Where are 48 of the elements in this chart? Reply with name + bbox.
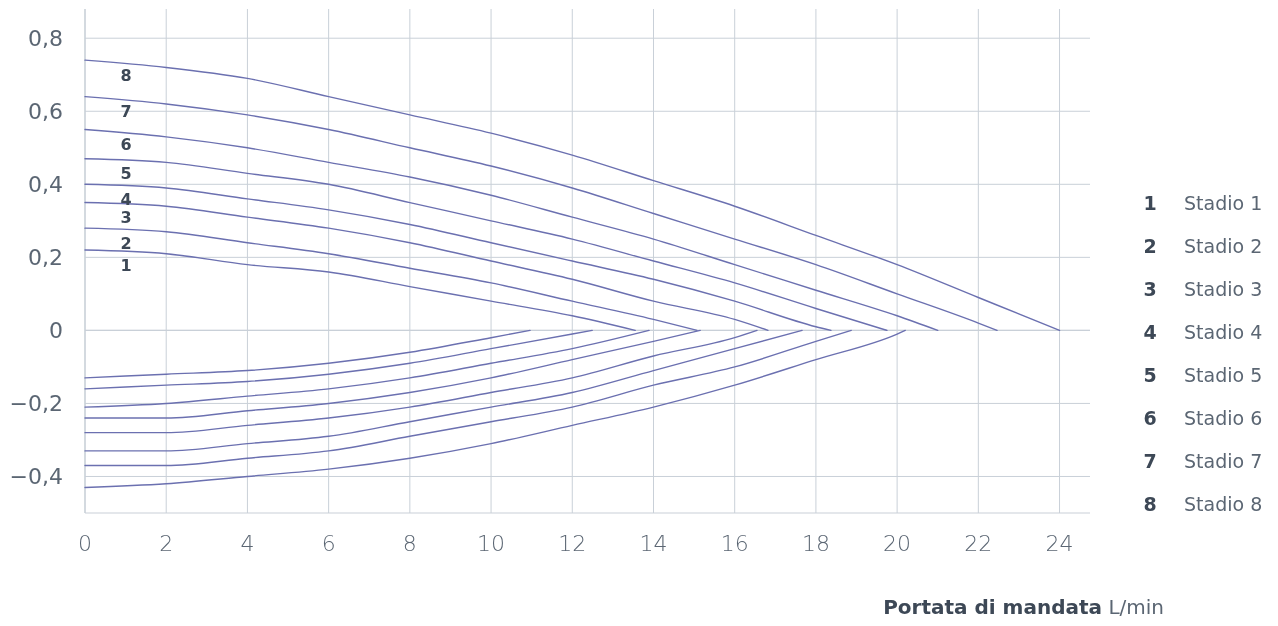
y-tick-label: 0,6 [28, 98, 63, 124]
y-tick-label: 0,2 [28, 245, 63, 271]
text: 2 [1143, 234, 1157, 257]
line-series [84, 329, 650, 408]
text: 4 [1143, 320, 1157, 343]
text: Stadio 2 [1184, 234, 1263, 257]
y-tick-label: 0,8 [28, 25, 63, 51]
text: Stadio 1 [1184, 191, 1263, 214]
line-series [84, 329, 593, 390]
text: Stadio 6 [1184, 406, 1263, 429]
x-tick-label: 20 [883, 531, 912, 556]
annotation: 5 [120, 164, 132, 184]
text: 8 [1143, 492, 1157, 515]
x-tick-label: 2 [159, 531, 174, 556]
y-tick-label: −0,2 [9, 391, 63, 417]
text: Stadio 4 [1184, 320, 1263, 343]
text: 5 [1143, 363, 1157, 386]
x-tick-label: 4 [240, 531, 255, 556]
line-series [84, 329, 531, 379]
x-tick-label: 24 [1045, 531, 1074, 556]
text: 3 [1143, 277, 1157, 300]
text: 6 [1143, 406, 1157, 429]
annotation: 2 [120, 233, 132, 253]
text: Stadio 3 [1184, 277, 1263, 300]
annotation: 3 [120, 208, 132, 228]
x-tick-label: 14 [639, 531, 668, 556]
x-tick-label: 12 [558, 531, 587, 556]
y-tick-label: 0 [49, 318, 63, 344]
x-tick-label: 8 [402, 531, 417, 556]
text: 1 [1143, 191, 1157, 214]
text: Stadio 5 [1184, 363, 1263, 386]
annotation: 1 [120, 255, 132, 275]
text: Stadio 7 [1184, 449, 1263, 472]
x-tick-label: 0 [78, 531, 92, 556]
text: Stadio 8 [1184, 492, 1263, 515]
annotation: 7 [120, 102, 132, 122]
y-tick-label: −0,4 [9, 464, 63, 490]
x-tick-label: 16 [720, 531, 749, 556]
x-tick-label: 22 [964, 531, 993, 556]
x-tick-label: 18 [801, 531, 830, 556]
annotation: 6 [120, 135, 132, 155]
annotation: 8 [120, 65, 132, 85]
y-tick-label: 0,4 [28, 172, 63, 197]
x-tick-label: 10 [477, 531, 506, 556]
x-tick-label: 6 [321, 531, 336, 556]
x-axis-title: Portata di mandata L/min [883, 595, 1164, 619]
line-series [84, 249, 636, 332]
text: 7 [1143, 449, 1157, 472]
